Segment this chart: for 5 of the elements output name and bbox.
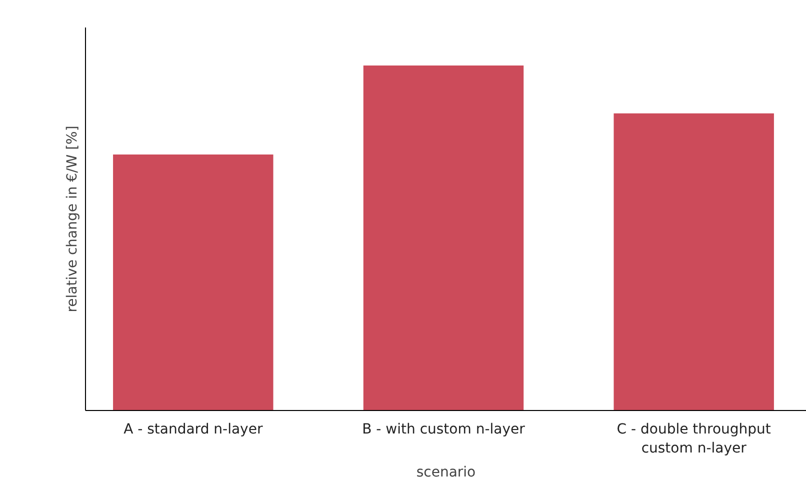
y-axis-title: relative change in €/W [%] <box>64 126 80 312</box>
x-tick-label: B - with custom n-layer <box>362 422 526 438</box>
x-tick-label: A - standard n-layer <box>124 422 263 438</box>
x-tick-label: C - double throughput custom n-layer <box>616 422 772 457</box>
x-axis-title: scenario <box>416 464 476 481</box>
